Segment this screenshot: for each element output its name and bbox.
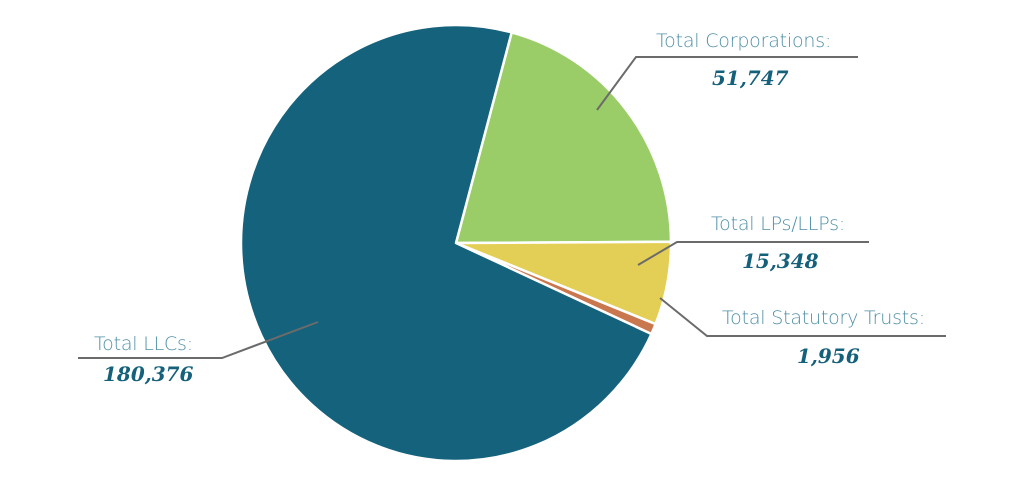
label-statutory-trusts: Total Statutory Trusts: (722, 307, 925, 329)
leader-line-lps (637, 241, 869, 266)
slice-llcs (239, 23, 653, 463)
leader-line-trusts (659, 297, 946, 337)
leader-lines (78, 56, 946, 359)
pie-slices (239, 23, 673, 463)
slice-corporations (454, 31, 673, 245)
label-llcs: Total LLCs: (94, 333, 193, 355)
value-corporations: 51,747 (712, 66, 789, 90)
leader-line-llcs (78, 321, 319, 359)
value-lps-llps: 15,348 (742, 249, 819, 273)
label-corporations: Total Corporations: (656, 30, 832, 52)
value-llcs: 180,376 (103, 362, 194, 386)
value-statutory-trusts: 1,956 (797, 344, 860, 368)
label-lps-llps: Total LPs/LLPs: (711, 213, 846, 235)
leader-line-corporations (596, 56, 858, 111)
